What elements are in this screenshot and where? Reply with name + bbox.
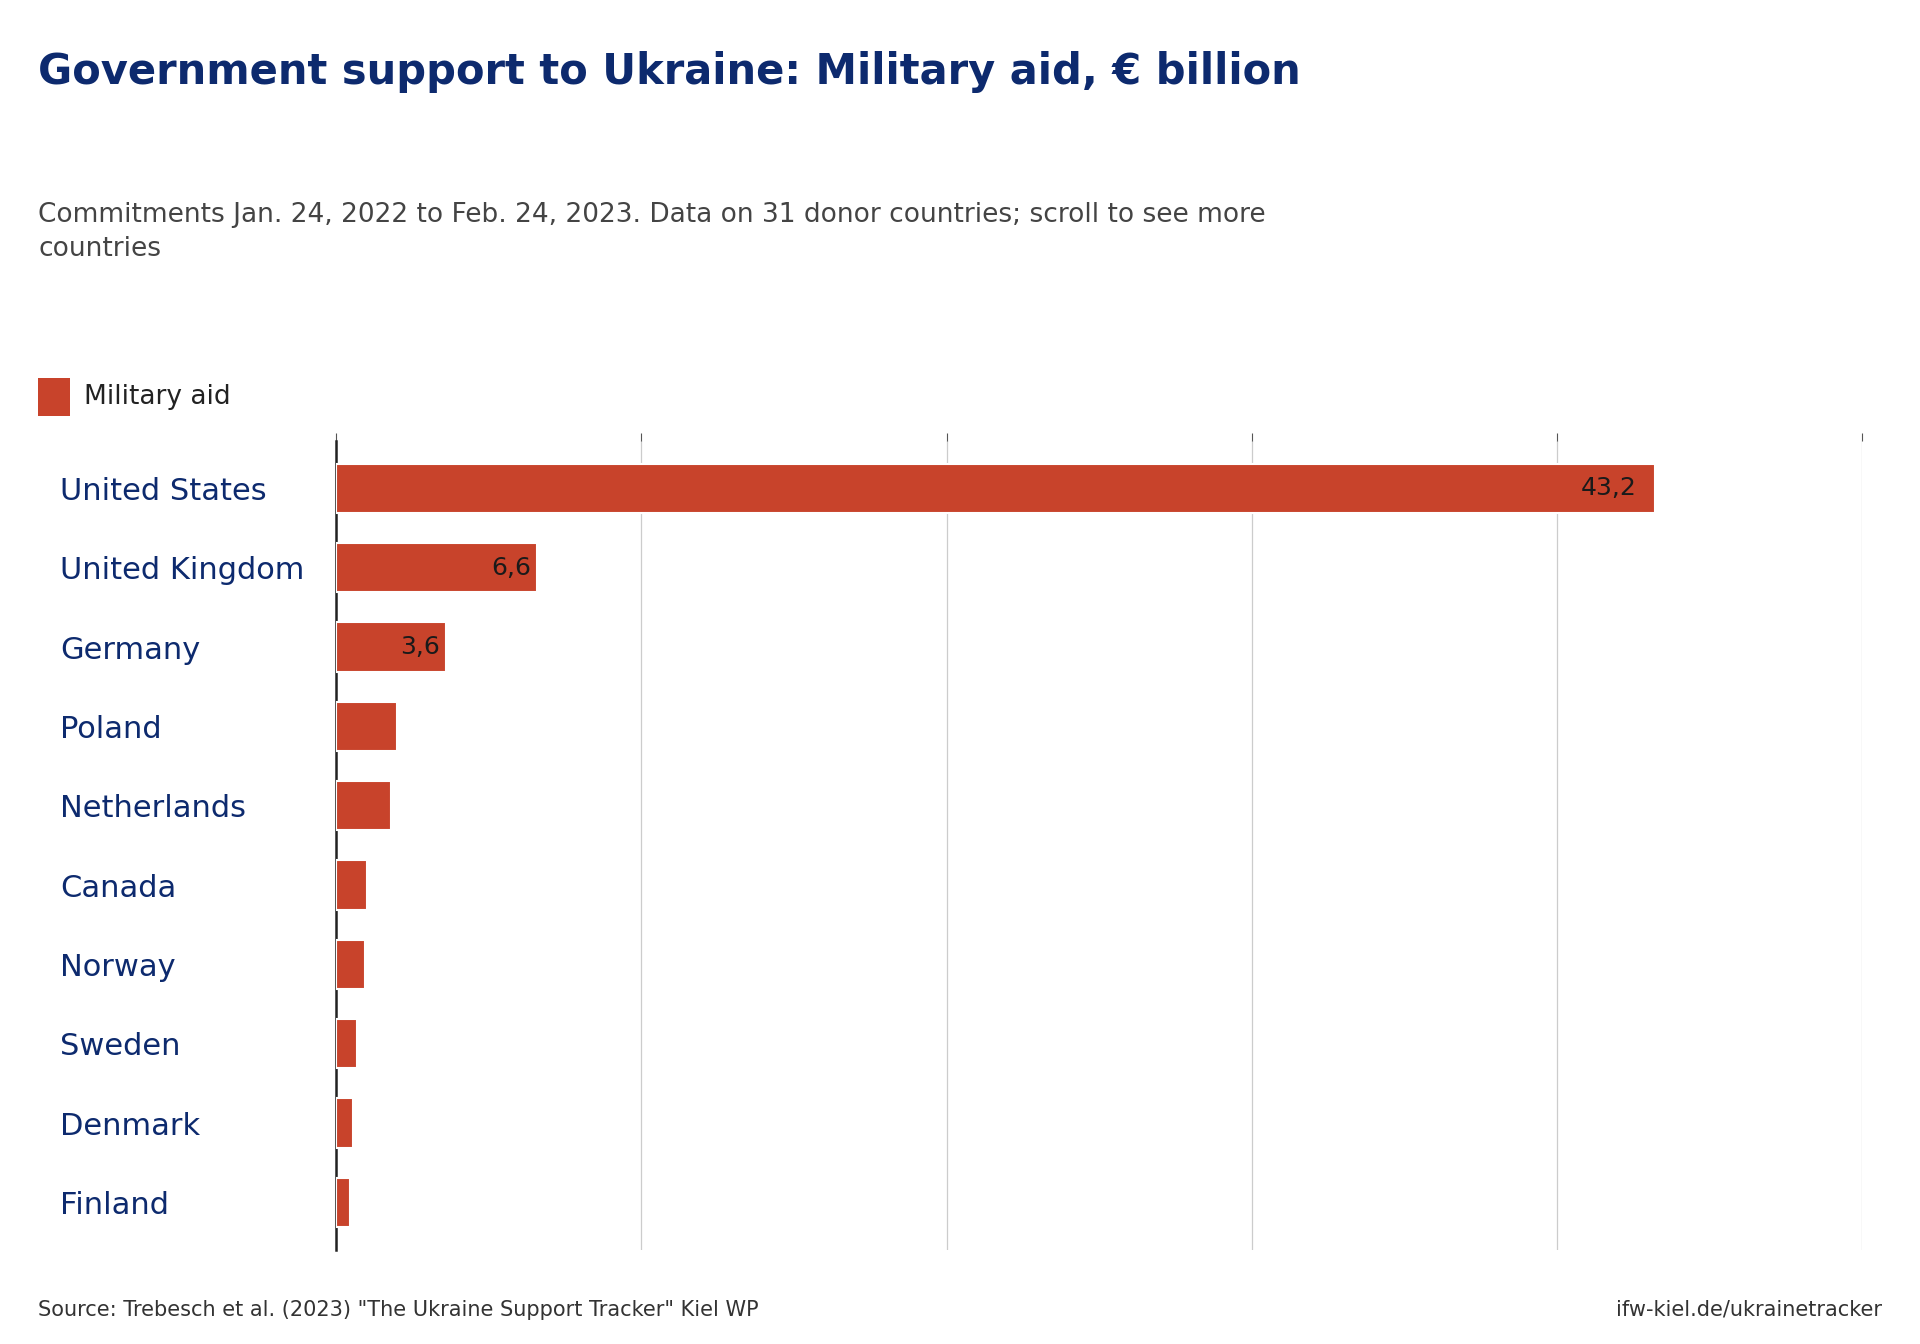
Text: 6,6: 6,6	[492, 556, 532, 579]
Bar	[336, 464, 1655, 513]
Bar	[336, 939, 365, 989]
Bar	[336, 1177, 349, 1227]
Bar	[336, 1019, 357, 1068]
Bar	[336, 543, 538, 593]
Bar	[336, 702, 397, 751]
Text: Military aid: Military aid	[84, 384, 230, 410]
Bar	[336, 860, 367, 910]
Text: Commitments Jan. 24, 2022 to Feb. 24, 2023. Data on 31 donor countries; scroll t: Commitments Jan. 24, 2022 to Feb. 24, 20…	[38, 202, 1265, 262]
Text: ifw-kiel.de/ukrainetracker: ifw-kiel.de/ukrainetracker	[1615, 1300, 1882, 1320]
Text: Source: Trebesch et al. (2023) "The Ukraine Support Tracker" Kiel WP: Source: Trebesch et al. (2023) "The Ukra…	[38, 1300, 758, 1320]
Bar	[336, 1098, 353, 1148]
Text: 3,6: 3,6	[399, 636, 440, 659]
Text: Government support to Ukraine: Military aid, € billion: Government support to Ukraine: Military …	[38, 51, 1302, 93]
Text: 43,2: 43,2	[1580, 476, 1636, 500]
Bar	[336, 781, 392, 831]
Bar	[336, 622, 445, 672]
FancyBboxPatch shape	[38, 379, 69, 417]
